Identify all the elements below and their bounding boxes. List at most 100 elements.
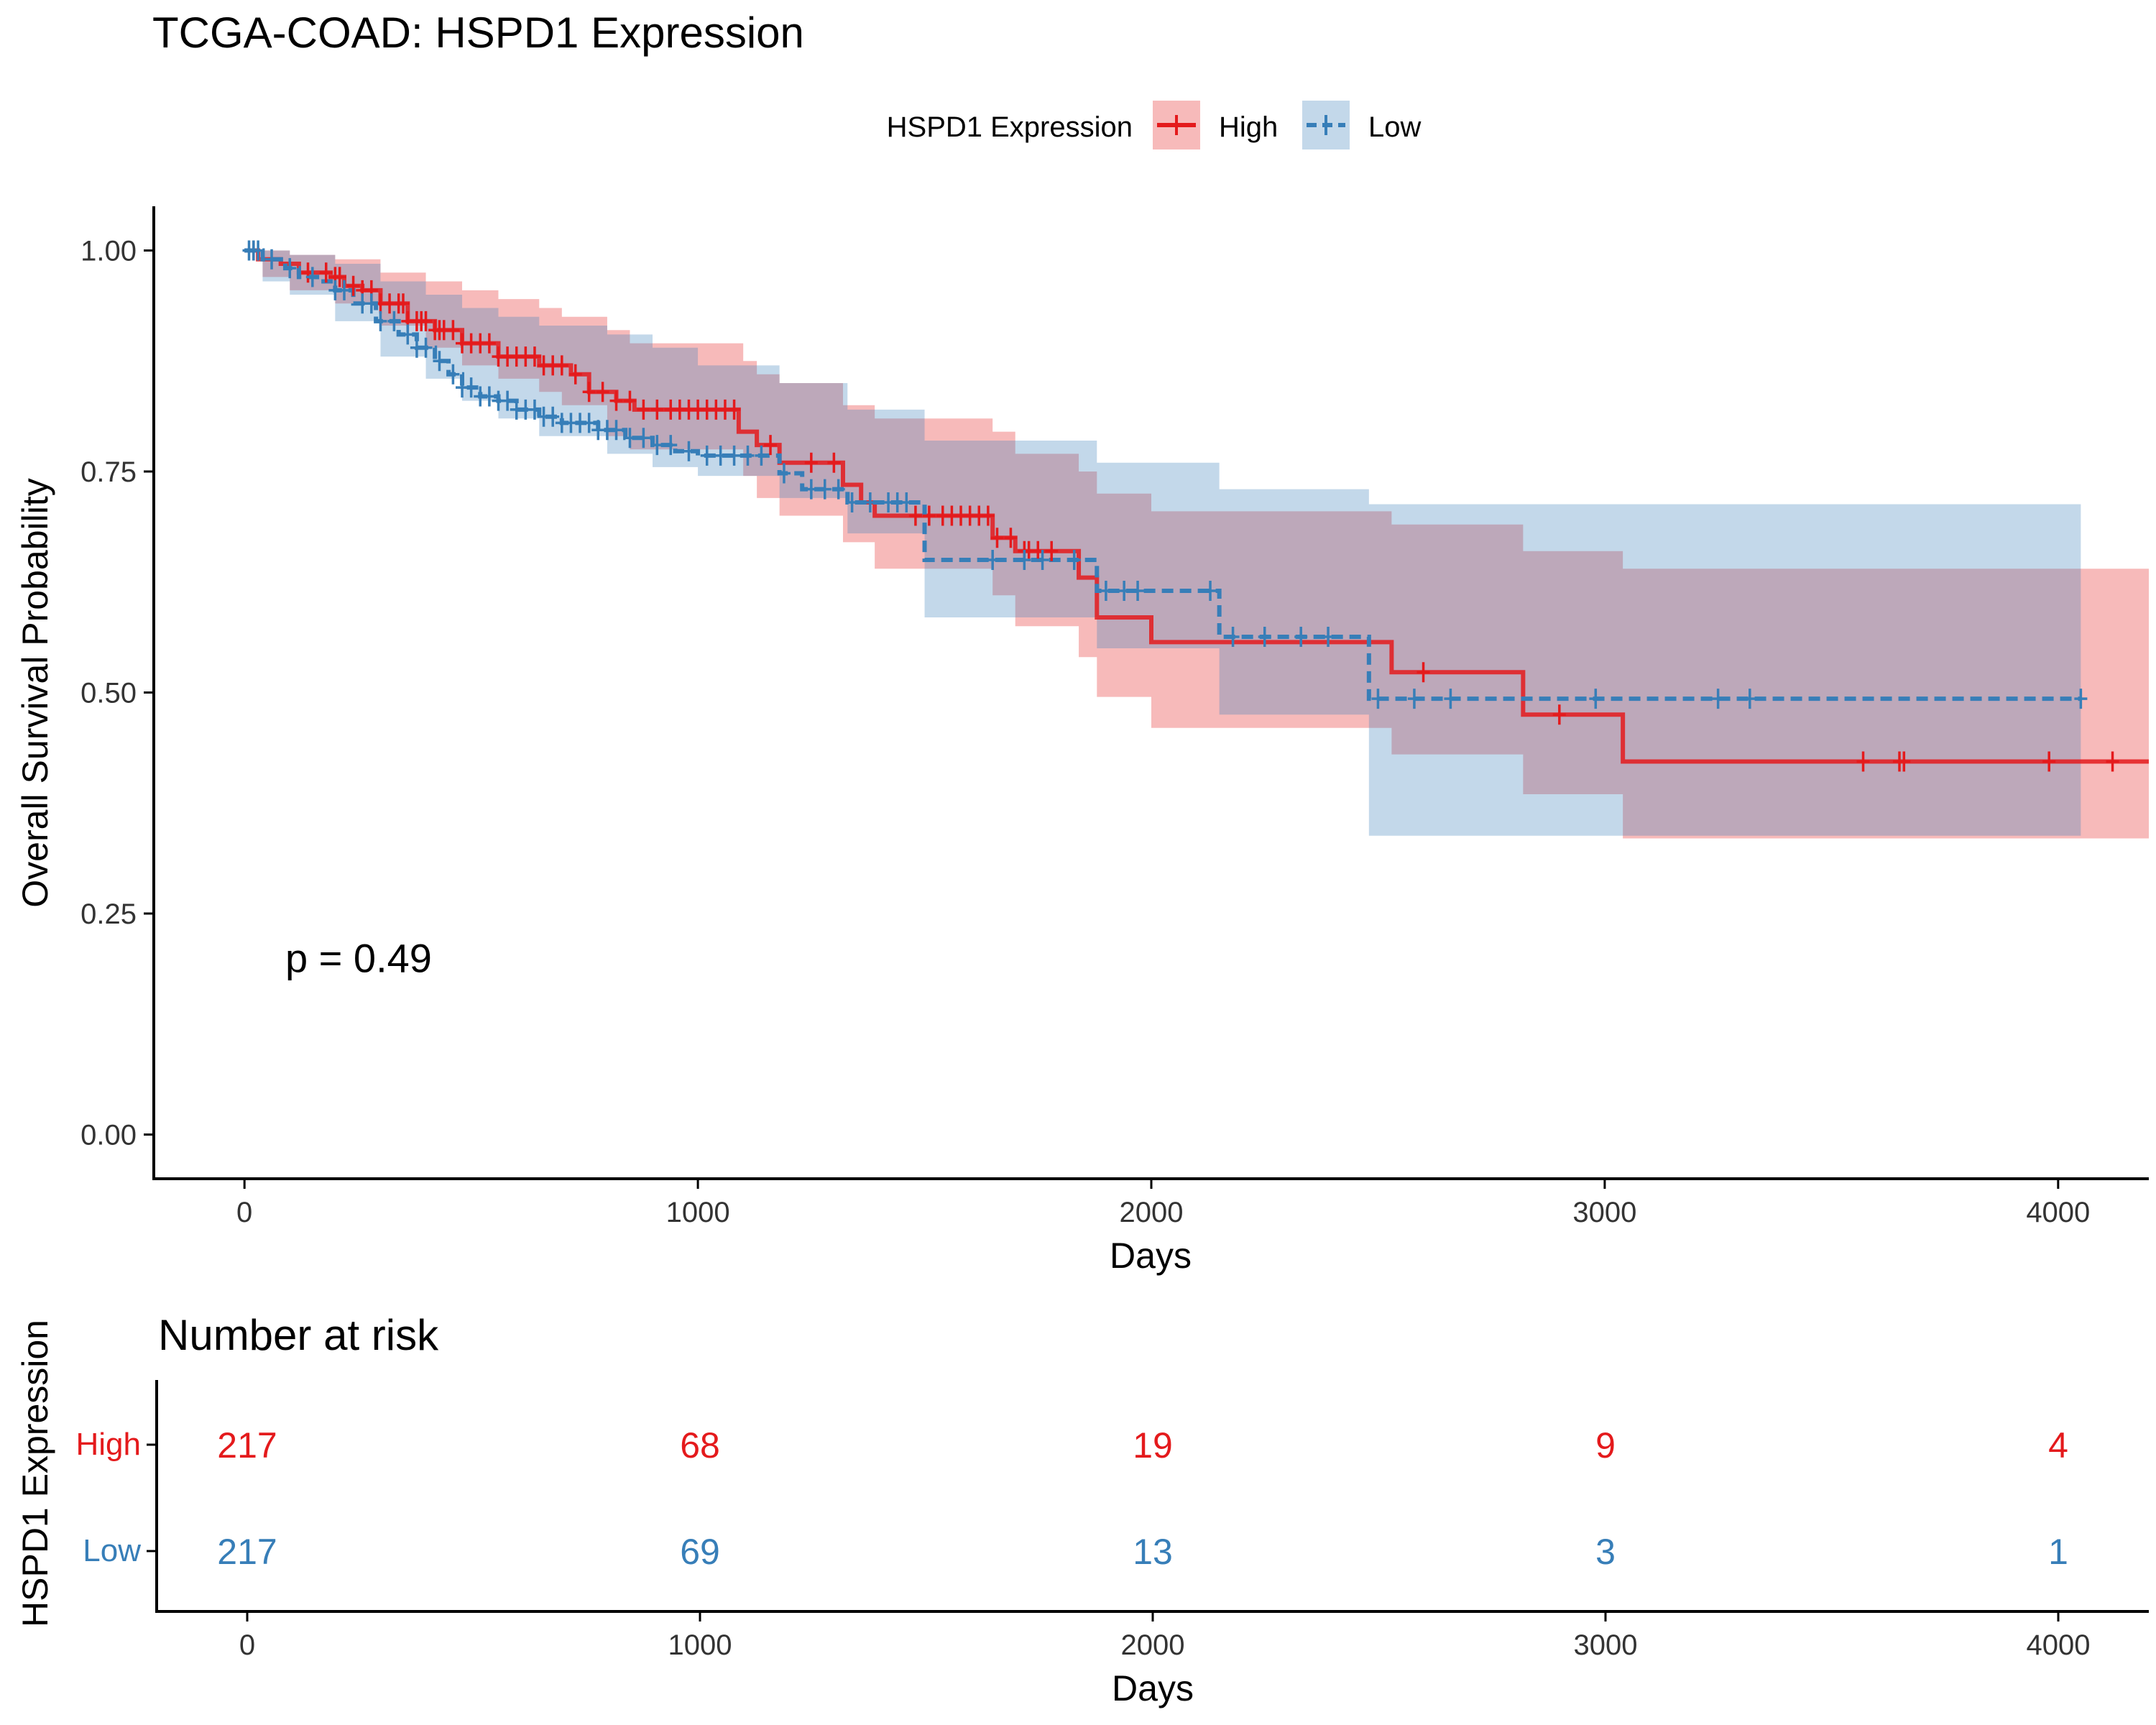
censor-mark-low-58 (1099, 581, 1112, 602)
censor-mark-low-49 (845, 492, 859, 513)
censor-mark-low-15 (433, 351, 446, 372)
censor-mark-high-69 (2042, 751, 2056, 772)
censor-mark-low-66 (1371, 689, 1385, 709)
confidence-bands (244, 250, 2149, 839)
risk-count-high-0: 217 (217, 1425, 277, 1466)
risk-x-tick-label-3000: 3000 (1574, 1629, 1638, 1661)
risk-y-axis-label: HSPD1 Expression (15, 1320, 55, 1627)
censor-mark-low-62 (1226, 627, 1240, 648)
censor-mark-low-4 (283, 258, 297, 279)
censor-mark-low-53 (900, 492, 913, 513)
censor-mark-low-46 (804, 479, 818, 500)
legend-title: HSPD1 Expression (887, 111, 1133, 143)
censor-mark-low-68 (1444, 689, 1457, 709)
risk-counts: 217 68 19 9 4 217 69 13 3 1 (217, 1425, 2068, 1572)
risk-count-low-1000: 69 (680, 1532, 720, 1572)
censor-mark-low-72 (2074, 689, 2088, 709)
censor-mark-low-61 (1204, 581, 1217, 602)
censor-mark-low-64 (1294, 627, 1308, 648)
censor-mark-low-50 (863, 492, 877, 513)
censor-mark-low-37 (650, 435, 664, 456)
censor-mark-high-15 (419, 310, 433, 331)
chart-title: TCGA-COAD: HSPD1 Expression (152, 9, 804, 57)
risk-label-high: High (76, 1427, 142, 1462)
risk-count-high-3000: 9 (1595, 1425, 1616, 1466)
censor-mark-low-48 (831, 479, 845, 500)
risk-group-labels: High Low (76, 1427, 157, 1568)
censor-mark-high-46 (727, 399, 741, 420)
risk-count-low-2000: 13 (1133, 1532, 1173, 1572)
censor-mark-high-68 (1897, 751, 1911, 772)
y-axis-ticks: 0.00 0.25 0.50 0.75 1.00 (80, 236, 154, 1151)
censor-mark-low-39 (682, 441, 696, 461)
censor-mark-high-2 (319, 262, 333, 283)
censor-mark-low-3 (265, 249, 279, 270)
censor-mark-low-43 (741, 445, 755, 466)
censor-mark-low-40 (700, 445, 714, 466)
censor-mark-high-49 (827, 452, 841, 473)
censor-mark-high-32 (568, 364, 582, 385)
legend: HSPD1 Expression High Low (887, 101, 1421, 150)
censor-mark-high-19 (446, 320, 460, 341)
censor-mark-low-36 (637, 428, 650, 448)
censor-mark-low-69 (1589, 689, 1603, 709)
censor-mark-low-10 (374, 310, 387, 331)
censor-mark-high-59 (1004, 528, 1018, 548)
censor-mark-low-70 (1711, 689, 1725, 709)
censor-mark-high-28 (528, 346, 541, 367)
y-axis-label: Overall Survival Probability (15, 478, 55, 907)
censor-mark-high-51 (922, 505, 936, 526)
censor-mark-high-63 (1045, 540, 1059, 561)
censor-mark-high-70 (2106, 751, 2119, 772)
censor-mark-low-56 (1036, 550, 1049, 570)
censor-mark-high-37 (637, 399, 650, 420)
risk-count-high-1000: 68 (680, 1425, 720, 1466)
censor-mark-high-11 (397, 293, 410, 314)
censor-mark-high-38 (650, 399, 664, 420)
censor-mark-high-58 (990, 528, 1004, 548)
risk-label-low: Low (83, 1533, 141, 1568)
censor-mark-low-22 (501, 390, 515, 411)
censor-mark-low-16 (446, 364, 460, 385)
x-tick-label-2000: 2000 (1120, 1197, 1184, 1228)
x-axis-ticks: 0 1000 2000 3000 4000 (236, 1179, 2090, 1228)
censor-mark-high-48 (804, 452, 818, 473)
p-value-annotation: p = 0.49 (285, 936, 432, 981)
censor-mark-high-31 (555, 355, 568, 376)
censor-mark-low-47 (818, 479, 831, 500)
censor-mark-low-9 (364, 293, 378, 314)
risk-count-low-0: 217 (217, 1532, 277, 1572)
censor-mark-low-25 (528, 399, 541, 420)
x-tick-label-4000: 4000 (2026, 1197, 2090, 1228)
censor-mark-high-34 (596, 382, 609, 402)
risk-x-axis-label: Days (1112, 1668, 1194, 1708)
censor-mark-low-42 (727, 445, 741, 466)
censor-mark-low-71 (1743, 689, 1756, 709)
censor-mark-low-34 (609, 420, 623, 441)
censor-mark-low-7 (337, 280, 351, 300)
main-plot-panel: 0 1000 2000 3000 4000 0.00 0.25 0.50 0.75 1.00 D… (15, 206, 2149, 1276)
censor-mark-low-20 (482, 386, 496, 407)
censor-mark-low-45 (777, 463, 791, 484)
censor-mark-low-67 (1407, 689, 1421, 709)
y-tick-label-1: 0.25 (80, 898, 137, 930)
censor-mark-low-12 (401, 324, 415, 345)
risk-x-tick-label-2000: 2000 (1121, 1629, 1185, 1661)
y-tick-label-4: 1.00 (80, 236, 137, 267)
censor-mark-low-65 (1322, 627, 1335, 648)
risk-count-low-3000: 3 (1595, 1532, 1616, 1572)
censor-mark-high-33 (582, 382, 596, 402)
censor-mark-low-14 (419, 337, 433, 358)
censor-mark-high-47 (764, 435, 778, 456)
risk-x-tick-label-4000: 4000 (2027, 1629, 2091, 1661)
censor-mark-high-36 (623, 390, 637, 411)
censor-mark-low-38 (664, 435, 678, 456)
censor-mark-low-2 (252, 240, 265, 261)
risk-x-axis-ticks: 0 1000 2000 3000 4000 (239, 1611, 2091, 1661)
legend-label-high: High (1219, 111, 1278, 143)
censor-mark-low-18 (464, 377, 478, 398)
x-axis-label: Days (1110, 1236, 1192, 1276)
risk-table-title: Number at risk (158, 1311, 439, 1359)
